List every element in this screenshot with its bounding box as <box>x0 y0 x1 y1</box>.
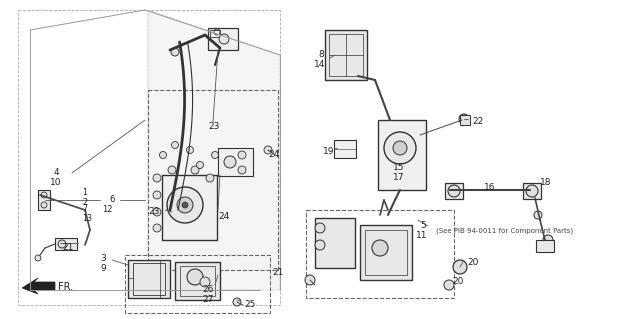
Ellipse shape <box>305 275 315 285</box>
Text: 16: 16 <box>484 183 495 192</box>
Bar <box>125 255 270 313</box>
Bar <box>460 115 470 125</box>
Ellipse shape <box>211 152 218 159</box>
Ellipse shape <box>177 197 193 213</box>
Text: 20: 20 <box>467 258 478 267</box>
Bar <box>210 30 220 37</box>
Ellipse shape <box>372 240 388 256</box>
Ellipse shape <box>191 166 199 174</box>
Ellipse shape <box>186 146 193 153</box>
Text: 24: 24 <box>268 150 279 159</box>
Ellipse shape <box>543 235 553 245</box>
Ellipse shape <box>200 277 210 287</box>
Ellipse shape <box>238 151 246 159</box>
Ellipse shape <box>58 240 66 248</box>
Polygon shape <box>148 10 280 290</box>
Ellipse shape <box>41 192 47 198</box>
Bar <box>55 238 77 250</box>
Text: 21: 21 <box>62 243 74 252</box>
Bar <box>128 260 170 298</box>
Ellipse shape <box>182 202 188 208</box>
Ellipse shape <box>41 202 47 208</box>
Text: 10: 10 <box>50 178 61 187</box>
Ellipse shape <box>153 208 161 216</box>
Ellipse shape <box>167 187 203 223</box>
Bar <box>208 28 238 50</box>
Text: (See PIB 94-0011 for Component Parts): (See PIB 94-0011 for Component Parts) <box>436 228 573 234</box>
Ellipse shape <box>153 191 161 199</box>
Bar <box>329 34 363 76</box>
Text: FR.: FR. <box>58 282 73 292</box>
Ellipse shape <box>153 224 161 232</box>
Ellipse shape <box>171 48 179 56</box>
Bar <box>325 30 367 80</box>
Bar <box>445 183 463 199</box>
Ellipse shape <box>219 34 229 44</box>
Text: 6: 6 <box>109 195 115 204</box>
Bar <box>365 230 407 275</box>
Ellipse shape <box>187 269 203 285</box>
Text: 23: 23 <box>148 207 159 216</box>
Text: 20: 20 <box>452 277 463 286</box>
Ellipse shape <box>315 223 325 233</box>
Bar <box>360 225 412 280</box>
Polygon shape <box>22 278 55 294</box>
Ellipse shape <box>393 141 407 155</box>
Ellipse shape <box>196 161 204 168</box>
Text: 8: 8 <box>318 50 324 59</box>
Text: 11: 11 <box>416 231 428 240</box>
Ellipse shape <box>459 114 469 124</box>
Ellipse shape <box>526 185 538 197</box>
Text: 24: 24 <box>218 212 229 221</box>
Ellipse shape <box>35 255 41 261</box>
Bar <box>162 175 217 240</box>
Ellipse shape <box>224 156 236 168</box>
Bar <box>315 218 355 268</box>
Text: 17: 17 <box>393 173 404 182</box>
Bar <box>523 183 541 199</box>
Bar <box>133 263 165 295</box>
Text: 4: 4 <box>54 168 60 177</box>
Ellipse shape <box>264 146 272 154</box>
Ellipse shape <box>444 280 454 290</box>
Bar <box>148 90 278 270</box>
Ellipse shape <box>448 185 460 197</box>
Text: 15: 15 <box>393 163 404 172</box>
Ellipse shape <box>453 260 467 274</box>
Ellipse shape <box>384 132 416 164</box>
Ellipse shape <box>315 240 325 250</box>
Ellipse shape <box>238 166 246 174</box>
Bar <box>218 148 253 176</box>
Text: 5: 5 <box>420 221 426 230</box>
Bar <box>180 266 215 296</box>
Bar <box>378 120 426 190</box>
Text: 23: 23 <box>208 122 220 131</box>
Ellipse shape <box>153 174 161 182</box>
Text: 26: 26 <box>202 285 213 294</box>
Text: 1
2: 1 2 <box>82 188 87 207</box>
Text: 19: 19 <box>323 147 335 156</box>
Text: 3: 3 <box>100 254 106 263</box>
Bar <box>306 210 454 298</box>
Text: 22: 22 <box>472 117 483 126</box>
Ellipse shape <box>168 166 176 174</box>
Text: 7
13: 7 13 <box>82 204 92 223</box>
Text: 18: 18 <box>540 178 552 187</box>
Ellipse shape <box>233 298 241 306</box>
Text: 21: 21 <box>272 268 284 277</box>
Text: 25: 25 <box>244 300 255 309</box>
Bar <box>38 190 50 210</box>
Bar <box>175 262 220 300</box>
Bar <box>334 140 356 158</box>
Ellipse shape <box>206 174 214 182</box>
Ellipse shape <box>172 142 179 149</box>
Ellipse shape <box>534 211 542 219</box>
Text: 12: 12 <box>102 205 113 214</box>
Ellipse shape <box>159 152 166 159</box>
Text: 27: 27 <box>202 295 213 304</box>
Bar <box>536 240 554 252</box>
Text: 9: 9 <box>100 264 106 273</box>
Text: 14: 14 <box>314 60 325 69</box>
